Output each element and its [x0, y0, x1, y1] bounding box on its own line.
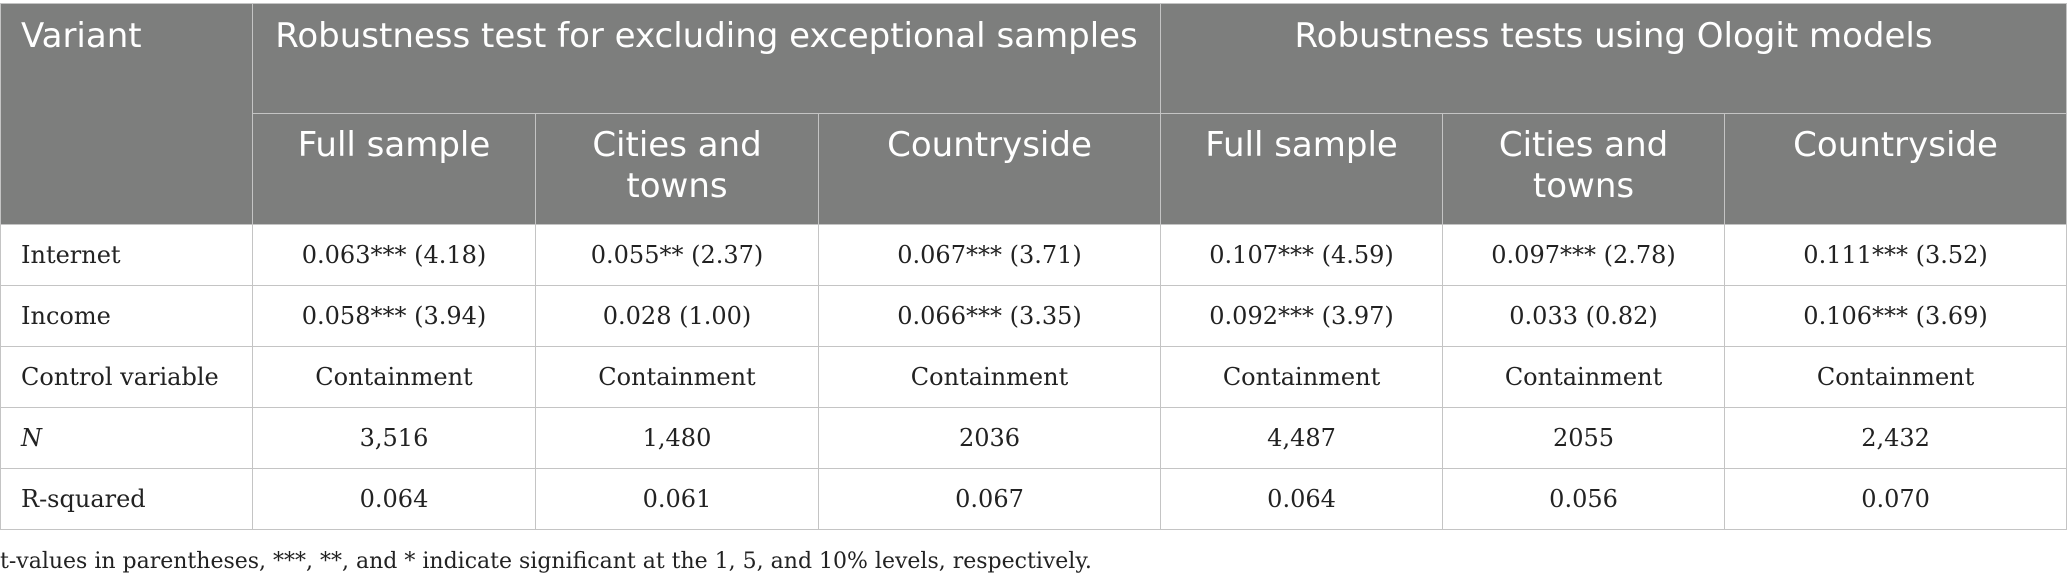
- subheader-countryside-1: Countryside: [817, 113, 1162, 225]
- table-cell: 0.066*** (3.35): [817, 285, 1162, 347]
- table-cell: 2036: [817, 407, 1162, 469]
- table-cell: Containment: [1160, 346, 1444, 408]
- row-label: R-squared: [0, 468, 253, 530]
- table-cell: 0.111*** (3.52): [1724, 224, 2068, 286]
- variant-header: Variant: [0, 3, 253, 225]
- table-header: Variant Robustness test for excluding ex…: [0, 3, 2068, 225]
- subheader-countryside-2: Countryside: [1724, 113, 2068, 225]
- table-cell: 0.028 (1.00): [535, 285, 819, 347]
- group-header-exclusion: Robustness test for excluding exceptiona…: [251, 3, 1162, 114]
- table-cell: 0.058*** (3.94): [252, 285, 536, 347]
- table-cell: 0.097*** (2.78): [1442, 224, 1726, 286]
- table-cell: 0.092*** (3.97): [1160, 285, 1444, 347]
- row-label: Income: [0, 285, 253, 347]
- table-body: Internet 0.063*** (4.18) 0.055** (2.37) 0.0…: [0, 224, 2068, 530]
- table-cell: 2,432: [1724, 407, 2068, 469]
- table-row: N 3,516 1,480 2036 4,487 2055 2,432: [0, 407, 2068, 469]
- table-cell: 0.067*** (3.71): [817, 224, 1162, 286]
- table-cell: Containment: [535, 346, 819, 408]
- table-cell: 0.067: [817, 468, 1162, 530]
- table-cell: 0.107*** (4.59): [1160, 224, 1444, 286]
- table-row: Internet 0.063*** (4.18) 0.055** (2.37) 0.0…: [0, 224, 2068, 286]
- table-cell: 0.064: [252, 468, 536, 530]
- table-cell: 0.061: [535, 468, 819, 530]
- table-cell: 1,480: [535, 407, 819, 469]
- row-label: Internet: [0, 224, 253, 286]
- table-cell: Containment: [817, 346, 1162, 408]
- table-cell: 0.070: [1724, 468, 2068, 530]
- table-cell: 0.064: [1160, 468, 1444, 530]
- table-cell: 3,516: [252, 407, 536, 469]
- table-cell: Containment: [252, 346, 536, 408]
- table-cell: 0.055** (2.37): [535, 224, 819, 286]
- table-cell: 0.063*** (4.18): [252, 224, 536, 286]
- subheader-cities-towns-2: Cities and towns: [1442, 113, 1726, 225]
- table-cell: 0.056: [1442, 468, 1726, 530]
- table-row: Control variable Containment Containment Co…: [0, 346, 2068, 408]
- table-cell: 0.033 (0.82): [1442, 285, 1726, 347]
- subheader-full-sample-2: Full sample: [1160, 113, 1444, 225]
- table-cell: 0.106*** (3.69): [1724, 285, 2068, 347]
- results-table: Variant Robustness test for excluding ex…: [0, 3, 2068, 530]
- row-label: N: [0, 407, 253, 469]
- table-cell: Containment: [1724, 346, 2068, 408]
- subheader-cities-towns-1: Cities and towns: [535, 113, 819, 225]
- subheader-full-sample-1: Full sample: [252, 113, 536, 225]
- table-row: R-squared 0.064 0.061 0.067 0.064 0.056 0.070: [0, 468, 2068, 530]
- table-row: Income 0.058*** (3.94) 0.028 (1.00) 0.066**…: [0, 285, 2068, 347]
- table-footnote: t-values in parentheses, ***, **, and * …: [0, 549, 1092, 574]
- row-label: Control variable: [0, 346, 253, 408]
- table-cell: 4,487: [1160, 407, 1444, 469]
- table-cell: 2055: [1442, 407, 1726, 469]
- group-header-ologit: Robustness tests using Ologit models: [1160, 3, 2068, 114]
- table-cell: Containment: [1442, 346, 1726, 408]
